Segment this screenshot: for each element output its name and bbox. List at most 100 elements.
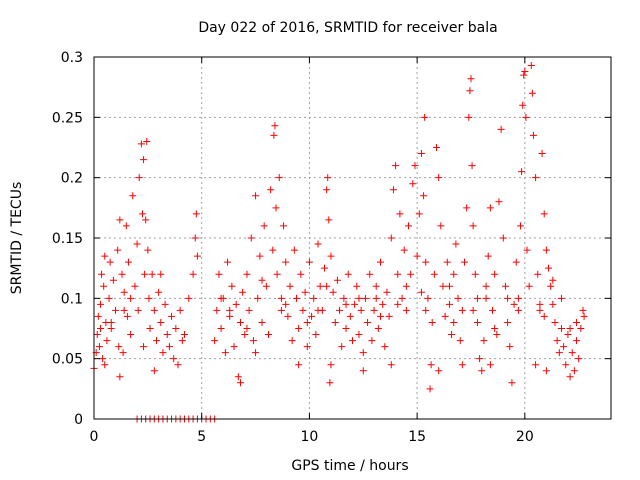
x-axis-label: GPS time / hours — [291, 458, 408, 474]
data-point — [329, 288, 337, 296]
data-point — [157, 270, 165, 278]
data-point — [394, 300, 402, 308]
data-point — [163, 331, 171, 339]
data-point — [96, 325, 104, 332]
data-point — [491, 325, 499, 332]
data-point — [189, 270, 197, 278]
data-point — [100, 282, 108, 290]
data-point — [118, 270, 126, 278]
data-point — [228, 282, 236, 290]
data-point — [342, 325, 350, 332]
data-point — [99, 355, 107, 363]
data-point — [256, 252, 264, 260]
data-point — [366, 270, 374, 278]
data-point — [545, 264, 553, 272]
data-point — [540, 210, 548, 218]
data-point — [407, 270, 415, 278]
data-point — [107, 325, 115, 332]
data-point — [364, 318, 372, 326]
data-point — [105, 294, 113, 302]
data-point — [536, 300, 544, 308]
data-point — [94, 312, 102, 320]
data-point — [333, 276, 341, 284]
data-point — [400, 246, 408, 254]
data-point — [560, 343, 568, 351]
data-point — [497, 125, 505, 133]
data-point — [213, 306, 221, 314]
data-point — [445, 300, 453, 308]
data-point — [277, 306, 285, 314]
data-point — [247, 234, 255, 242]
x-tick-label: 10 — [301, 429, 319, 445]
y-tick-label: 0.2 — [61, 171, 83, 187]
data-point — [577, 325, 585, 332]
y-tick-label: 0.1 — [61, 291, 83, 307]
data-point — [466, 87, 474, 95]
data-point — [150, 367, 158, 375]
data-point — [211, 337, 219, 345]
data-point — [271, 122, 279, 130]
data-point — [96, 300, 104, 308]
data-point — [286, 282, 294, 290]
data-point — [469, 306, 477, 314]
data-point — [368, 337, 376, 345]
data-point — [383, 288, 391, 296]
data-point — [316, 282, 324, 290]
data-point — [288, 337, 296, 345]
data-point — [579, 306, 587, 314]
data-point — [525, 282, 533, 290]
y-tick-label: 0.15 — [52, 231, 83, 247]
data-point — [112, 306, 120, 314]
data-point — [258, 276, 266, 284]
data-point — [458, 306, 466, 314]
data-point — [120, 306, 128, 314]
data-point — [267, 186, 275, 194]
data-point — [374, 325, 382, 332]
data-point — [417, 288, 425, 296]
data-point — [570, 367, 578, 375]
data-point — [323, 186, 331, 194]
data-point — [454, 294, 462, 302]
data-point — [370, 306, 378, 314]
data-point — [553, 337, 561, 345]
data-point — [421, 113, 429, 121]
axis-ticks — [93, 56, 611, 420]
data-point — [262, 282, 270, 290]
data-point — [135, 174, 143, 182]
data-point — [499, 234, 507, 242]
data-point — [176, 306, 184, 314]
data-point — [573, 337, 581, 345]
data-point — [234, 373, 242, 381]
data-point — [226, 306, 234, 314]
data-point — [355, 294, 363, 302]
data-point — [103, 337, 111, 345]
data-point — [145, 294, 153, 302]
data-point — [456, 337, 464, 345]
data-point — [411, 162, 419, 170]
data-point — [473, 294, 481, 302]
data-point — [129, 192, 137, 200]
data-point — [114, 246, 122, 254]
data-point — [243, 270, 251, 278]
data-point — [269, 246, 277, 254]
data-point — [236, 379, 244, 387]
data-point — [327, 361, 335, 369]
data-point — [527, 61, 535, 69]
data-point — [258, 318, 266, 326]
data-point — [277, 294, 285, 302]
data-point — [241, 331, 249, 339]
data-point — [355, 331, 363, 339]
data-point — [305, 258, 313, 266]
data-point — [98, 270, 106, 278]
data-point — [471, 270, 479, 278]
data-point — [568, 349, 576, 357]
data-point — [377, 258, 385, 266]
data-point — [426, 385, 434, 393]
data-point — [152, 337, 160, 345]
data-point — [417, 150, 425, 158]
y-axis-label: SRMTID / TECUs — [9, 182, 25, 295]
data-points — [90, 61, 588, 423]
data-point — [486, 204, 494, 212]
chart-title: Day 022 of 2016, SRMTID for receiver bal… — [198, 20, 497, 36]
data-point — [385, 312, 393, 320]
